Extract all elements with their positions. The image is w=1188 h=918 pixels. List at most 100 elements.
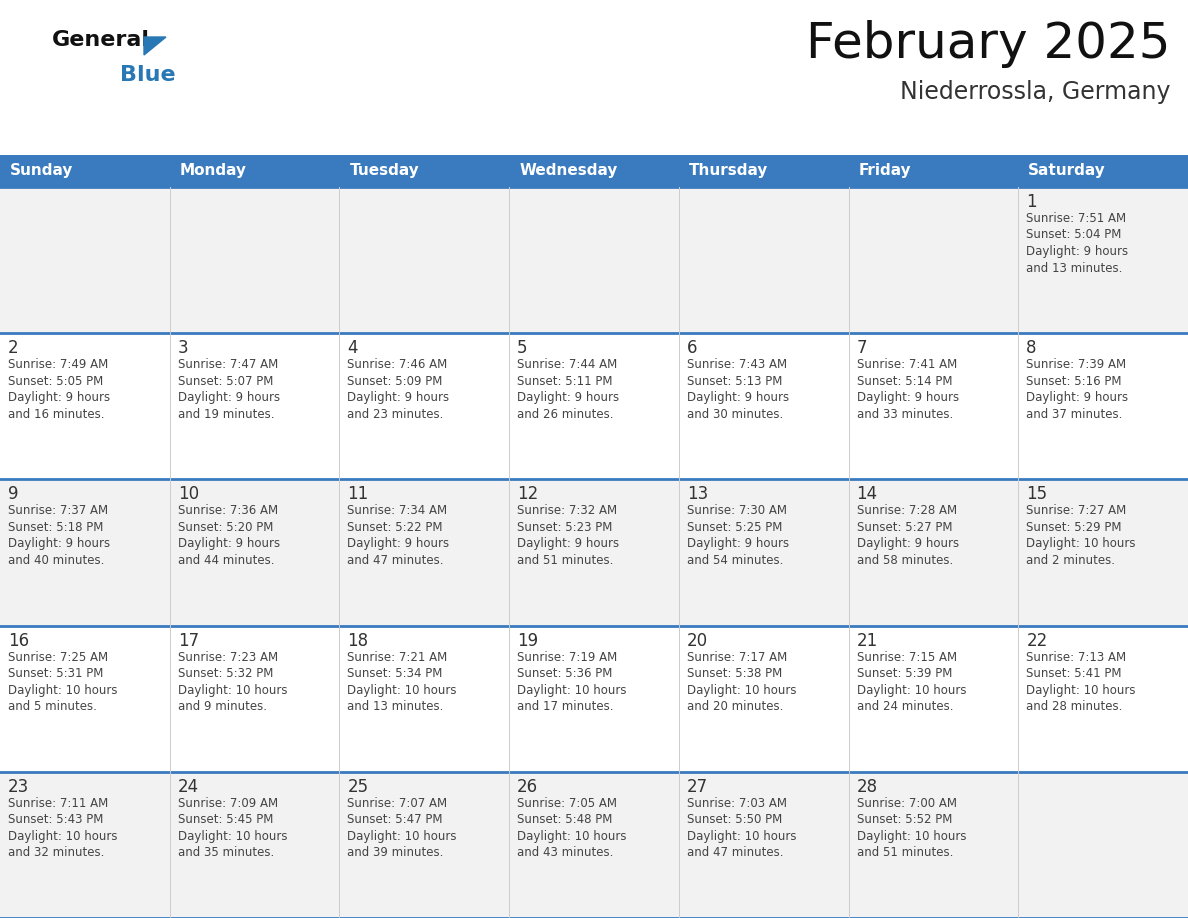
Text: Saturday: Saturday <box>1029 163 1106 178</box>
Text: and 5 minutes.: and 5 minutes. <box>8 700 97 713</box>
Text: 9: 9 <box>8 486 19 503</box>
Text: Sunset: 5:16 PM: Sunset: 5:16 PM <box>1026 375 1121 387</box>
Text: Daylight: 9 hours: Daylight: 9 hours <box>347 537 449 551</box>
Text: Sunrise: 7:51 AM: Sunrise: 7:51 AM <box>1026 212 1126 225</box>
Text: and 20 minutes.: and 20 minutes. <box>687 700 783 713</box>
Text: Sunrise: 7:32 AM: Sunrise: 7:32 AM <box>517 504 618 518</box>
Text: Sunset: 5:29 PM: Sunset: 5:29 PM <box>1026 521 1121 534</box>
Text: Sunrise: 7:34 AM: Sunrise: 7:34 AM <box>347 504 448 518</box>
Text: Daylight: 10 hours: Daylight: 10 hours <box>178 684 287 697</box>
Bar <box>0 479 1188 625</box>
Bar <box>0 772 1188 918</box>
Text: and 47 minutes.: and 47 minutes. <box>347 554 444 567</box>
Text: Sunset: 5:47 PM: Sunset: 5:47 PM <box>347 813 443 826</box>
Text: Blue: Blue <box>120 65 176 85</box>
Text: and 19 minutes.: and 19 minutes. <box>178 408 274 420</box>
Text: Daylight: 10 hours: Daylight: 10 hours <box>8 684 118 697</box>
Text: Sunset: 5:45 PM: Sunset: 5:45 PM <box>178 813 273 826</box>
Text: and 51 minutes.: and 51 minutes. <box>857 846 953 859</box>
Text: Daylight: 9 hours: Daylight: 9 hours <box>687 391 789 404</box>
Text: Daylight: 9 hours: Daylight: 9 hours <box>8 391 110 404</box>
Text: 18: 18 <box>347 632 368 650</box>
Text: Sunrise: 7:15 AM: Sunrise: 7:15 AM <box>857 651 956 664</box>
Text: 1: 1 <box>1026 193 1037 211</box>
Text: Sunrise: 7:23 AM: Sunrise: 7:23 AM <box>178 651 278 664</box>
Text: and 2 minutes.: and 2 minutes. <box>1026 554 1116 567</box>
Text: Sunset: 5:13 PM: Sunset: 5:13 PM <box>687 375 782 387</box>
Text: and 23 minutes.: and 23 minutes. <box>347 408 444 420</box>
Text: and 30 minutes.: and 30 minutes. <box>687 408 783 420</box>
Text: Daylight: 10 hours: Daylight: 10 hours <box>517 684 626 697</box>
Text: February 2025: February 2025 <box>805 20 1170 68</box>
Text: Sunrise: 7:13 AM: Sunrise: 7:13 AM <box>1026 651 1126 664</box>
Text: 22: 22 <box>1026 632 1048 650</box>
Text: 28: 28 <box>857 778 878 796</box>
Text: 8: 8 <box>1026 339 1037 357</box>
Text: 26: 26 <box>517 778 538 796</box>
Text: Sunset: 5:07 PM: Sunset: 5:07 PM <box>178 375 273 387</box>
Text: Wednesday: Wednesday <box>519 163 618 178</box>
Text: and 58 minutes.: and 58 minutes. <box>857 554 953 567</box>
Text: and 44 minutes.: and 44 minutes. <box>178 554 274 567</box>
Text: 24: 24 <box>178 778 198 796</box>
Text: Daylight: 10 hours: Daylight: 10 hours <box>1026 537 1136 551</box>
Text: Sunrise: 7:44 AM: Sunrise: 7:44 AM <box>517 358 618 371</box>
Text: Daylight: 9 hours: Daylight: 9 hours <box>857 537 959 551</box>
Text: Daylight: 10 hours: Daylight: 10 hours <box>1026 684 1136 697</box>
Text: Sunrise: 7:27 AM: Sunrise: 7:27 AM <box>1026 504 1126 518</box>
Text: Sunset: 5:43 PM: Sunset: 5:43 PM <box>8 813 103 826</box>
Text: 11: 11 <box>347 486 368 503</box>
Text: Sunset: 5:52 PM: Sunset: 5:52 PM <box>857 813 952 826</box>
Text: 12: 12 <box>517 486 538 503</box>
Text: Daylight: 9 hours: Daylight: 9 hours <box>1026 391 1129 404</box>
Text: 23: 23 <box>8 778 30 796</box>
Text: Sunrise: 7:07 AM: Sunrise: 7:07 AM <box>347 797 448 810</box>
Text: Daylight: 10 hours: Daylight: 10 hours <box>8 830 118 843</box>
Text: Sunset: 5:32 PM: Sunset: 5:32 PM <box>178 667 273 680</box>
Text: Sunset: 5:39 PM: Sunset: 5:39 PM <box>857 667 952 680</box>
Text: Daylight: 9 hours: Daylight: 9 hours <box>517 391 619 404</box>
Text: Sunday: Sunday <box>10 163 74 178</box>
Text: 10: 10 <box>178 486 198 503</box>
Text: Sunset: 5:05 PM: Sunset: 5:05 PM <box>8 375 103 387</box>
Text: Daylight: 9 hours: Daylight: 9 hours <box>347 391 449 404</box>
Text: 13: 13 <box>687 486 708 503</box>
Text: Sunrise: 7:28 AM: Sunrise: 7:28 AM <box>857 504 956 518</box>
Bar <box>0 187 1188 333</box>
Text: and 39 minutes.: and 39 minutes. <box>347 846 444 859</box>
Text: Sunrise: 7:19 AM: Sunrise: 7:19 AM <box>517 651 618 664</box>
Bar <box>0 155 1188 187</box>
Text: and 47 minutes.: and 47 minutes. <box>687 846 783 859</box>
Text: Daylight: 10 hours: Daylight: 10 hours <box>517 830 626 843</box>
Text: Sunset: 5:14 PM: Sunset: 5:14 PM <box>857 375 952 387</box>
Text: and 33 minutes.: and 33 minutes. <box>857 408 953 420</box>
Text: 5: 5 <box>517 339 527 357</box>
Text: 27: 27 <box>687 778 708 796</box>
Text: Daylight: 10 hours: Daylight: 10 hours <box>687 684 796 697</box>
Text: Sunrise: 7:00 AM: Sunrise: 7:00 AM <box>857 797 956 810</box>
Bar <box>0 625 1188 772</box>
Text: Tuesday: Tuesday <box>349 163 419 178</box>
Text: Sunrise: 7:47 AM: Sunrise: 7:47 AM <box>178 358 278 371</box>
Text: Sunrise: 7:11 AM: Sunrise: 7:11 AM <box>8 797 108 810</box>
Text: Daylight: 10 hours: Daylight: 10 hours <box>687 830 796 843</box>
Text: 6: 6 <box>687 339 697 357</box>
Text: Thursday: Thursday <box>689 163 769 178</box>
Text: General: General <box>52 30 150 50</box>
Text: Daylight: 10 hours: Daylight: 10 hours <box>178 830 287 843</box>
Text: Daylight: 10 hours: Daylight: 10 hours <box>347 684 457 697</box>
Text: Sunset: 5:27 PM: Sunset: 5:27 PM <box>857 521 952 534</box>
Text: 3: 3 <box>178 339 189 357</box>
Text: Sunset: 5:36 PM: Sunset: 5:36 PM <box>517 667 613 680</box>
Text: Sunset: 5:09 PM: Sunset: 5:09 PM <box>347 375 443 387</box>
Text: and 13 minutes.: and 13 minutes. <box>1026 262 1123 274</box>
Text: Daylight: 9 hours: Daylight: 9 hours <box>517 537 619 551</box>
Text: Niederrossla, Germany: Niederrossla, Germany <box>899 80 1170 104</box>
Text: and 51 minutes.: and 51 minutes. <box>517 554 613 567</box>
Text: Sunset: 5:25 PM: Sunset: 5:25 PM <box>687 521 782 534</box>
Text: Sunset: 5:04 PM: Sunset: 5:04 PM <box>1026 229 1121 241</box>
Text: Daylight: 9 hours: Daylight: 9 hours <box>8 537 110 551</box>
Text: and 37 minutes.: and 37 minutes. <box>1026 408 1123 420</box>
Text: Sunset: 5:23 PM: Sunset: 5:23 PM <box>517 521 613 534</box>
Bar <box>0 333 1188 479</box>
